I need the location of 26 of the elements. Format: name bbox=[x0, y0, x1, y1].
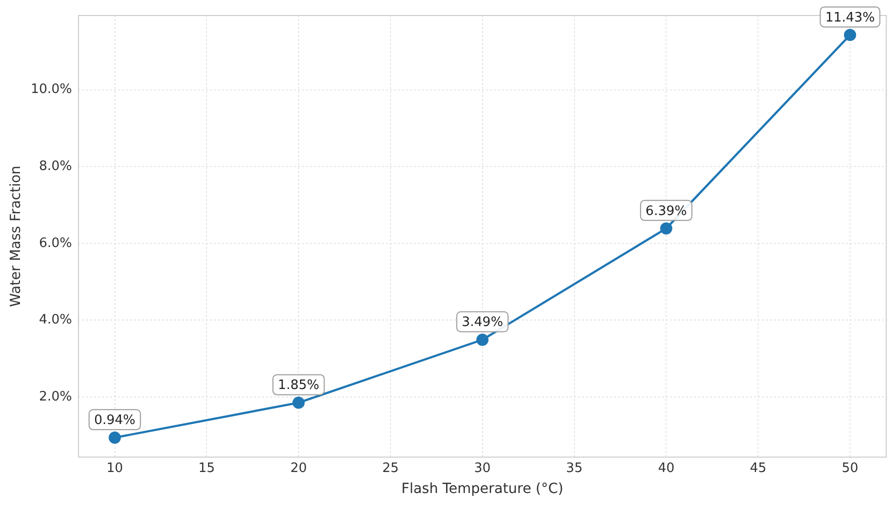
x-tick-label: 10 bbox=[106, 460, 124, 476]
y-tick-label: 6.0% bbox=[38, 236, 72, 251]
y-tick-label: 4.0% bbox=[38, 312, 72, 328]
x-tick-label: 45 bbox=[750, 460, 766, 476]
point bbox=[476, 334, 488, 346]
x-tick-label: 50 bbox=[842, 460, 858, 476]
x-tick-label: 15 bbox=[198, 460, 215, 476]
x-axis-title: Flash Temperature (°C) bbox=[401, 481, 564, 498]
data-label: 3.49% bbox=[462, 315, 504, 330]
x-tick-label: 20 bbox=[290, 460, 307, 476]
data-label: 1.85% bbox=[278, 378, 320, 394]
y-tick-label: 8.0% bbox=[38, 159, 72, 174]
x-tick-label: 40 bbox=[658, 460, 674, 476]
y-tick-label: 2.0% bbox=[38, 389, 72, 404]
data-label: 11.43% bbox=[825, 10, 875, 26]
point bbox=[844, 28, 856, 42]
x-tick-label: 35 bbox=[566, 460, 583, 476]
point bbox=[292, 396, 305, 409]
point bbox=[108, 432, 121, 444]
x-tick-label: 30 bbox=[474, 460, 491, 476]
point bbox=[660, 222, 672, 235]
data-label: 6.39% bbox=[646, 204, 687, 219]
y-tick-label: 10.0% bbox=[30, 82, 72, 98]
data-label: 0.94% bbox=[94, 413, 136, 428]
y-axis-title: Water Mass Fraction bbox=[8, 166, 24, 308]
x-tick-label: 25 bbox=[382, 460, 399, 476]
